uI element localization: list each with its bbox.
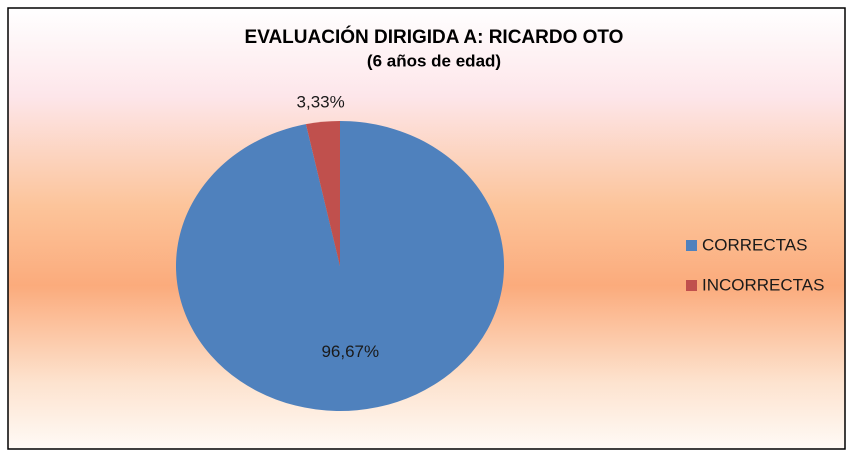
data-label: 96,67% [321,342,379,361]
chart-subtitle: (6 años de edad) [367,51,501,70]
legend-label: INCORRECTAS [702,275,824,294]
pie: 96,67% 3,33% [175,93,504,411]
data-label: 3,33% [297,93,345,112]
legend-swatch [686,280,697,291]
legend-label: CORRECTAS [702,235,807,254]
chart-title: EVALUACIÓN DIRIGIDA A: RICARDO OTO [245,26,624,48]
legend-swatch [686,240,697,251]
pie-slice [305,121,340,266]
legend: CORRECTAS INCORRECTAS [686,235,824,294]
